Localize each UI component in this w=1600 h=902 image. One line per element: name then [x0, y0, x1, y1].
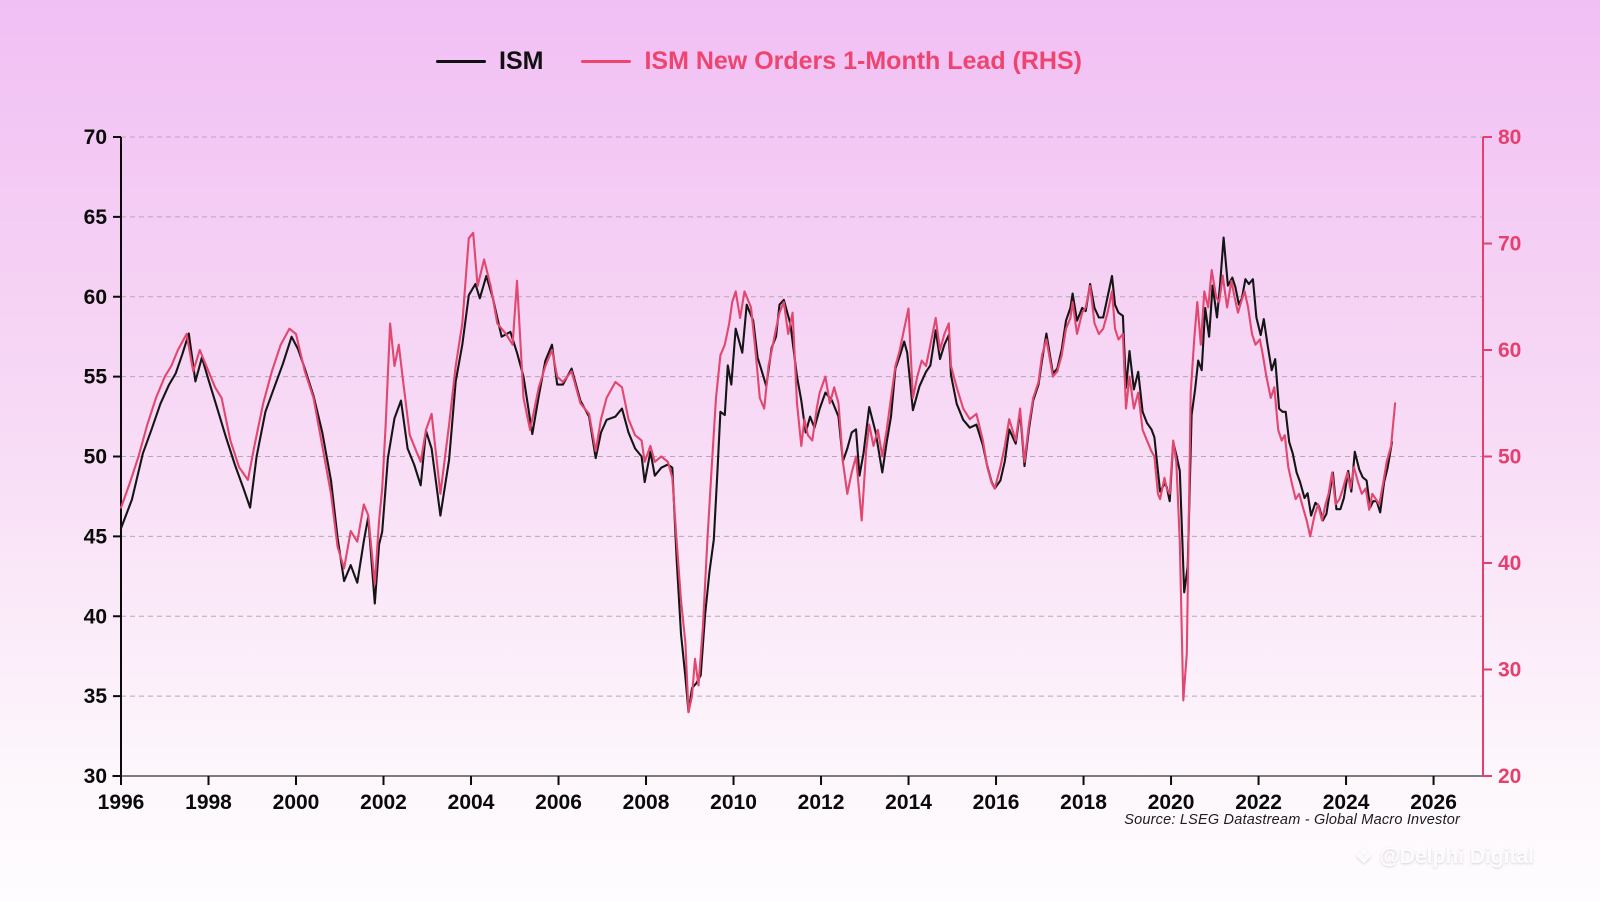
x-axis-label: 2006: [535, 791, 582, 814]
y-axis-left-label: 50: [84, 446, 107, 469]
x-axis-label: 2022: [1235, 791, 1282, 814]
source-note: Source: LSEG Datastream - Global Macro I…: [1124, 812, 1460, 828]
watermark-text: @Delphi Digital: [1379, 845, 1534, 868]
x-axis-label: 2010: [710, 791, 757, 814]
x-axis-label: 2014: [885, 791, 932, 814]
legend: ISM ISM New Orders 1-Month Lead (RHS): [436, 47, 1082, 76]
watermark: ❖ @Delphi Digital: [1355, 845, 1534, 869]
y-axis-left-label: 35: [84, 685, 108, 708]
y-axis-left-label: 45: [84, 525, 108, 548]
y-axis-left-label: 65: [84, 206, 108, 229]
legend-label-ism: ISM: [499, 47, 544, 75]
new-orders-line-swatch-icon: [581, 59, 632, 64]
x-axis-label: 2026: [1410, 791, 1457, 814]
x-axis-label: 2008: [623, 791, 670, 814]
y-axis-left-label: 70: [84, 126, 107, 149]
y-axis-left-label: 30: [84, 765, 107, 788]
y-axis-right-label: 30: [1498, 659, 1521, 682]
x-axis-label: 1996: [98, 791, 145, 814]
x-axis-label: 2002: [360, 791, 407, 814]
ism-line: [119, 236, 1394, 714]
y-axis-right-label: 80: [1498, 126, 1521, 149]
y-axis-right-label: 60: [1498, 339, 1521, 362]
x-axis-label: 2004: [448, 791, 495, 814]
legend-item-new-orders: ISM New Orders 1-Month Lead (RHS): [581, 47, 1082, 76]
ism-line-swatch-icon: [436, 59, 486, 64]
new-orders-line: [119, 231, 1397, 714]
y-axis-right-label: 20: [1498, 765, 1521, 788]
x-axis-label: 1998: [185, 791, 232, 814]
delphi-diamond-icon: ❖: [1355, 846, 1373, 868]
y-axis-right-label: 50: [1498, 446, 1521, 469]
y-axis-left-label: 55: [84, 366, 108, 389]
x-axis-label: 2012: [798, 791, 845, 814]
legend-item-ism: ISM: [436, 47, 543, 76]
legend-label-new-orders: ISM New Orders 1-Month Lead (RHS): [644, 47, 1082, 75]
y-axis-left-label: 60: [84, 286, 107, 309]
x-axis-label: 2018: [1060, 791, 1107, 814]
y-axis-left-label: 40: [84, 605, 107, 628]
x-axis-label: 2000: [273, 791, 320, 814]
x-axis-label: 2016: [973, 791, 1020, 814]
x-axis-label: 2024: [1323, 791, 1370, 814]
y-axis-right-label: 40: [1498, 552, 1521, 575]
y-axis-right-label: 70: [1498, 233, 1521, 256]
x-axis-label: 2020: [1148, 791, 1195, 814]
